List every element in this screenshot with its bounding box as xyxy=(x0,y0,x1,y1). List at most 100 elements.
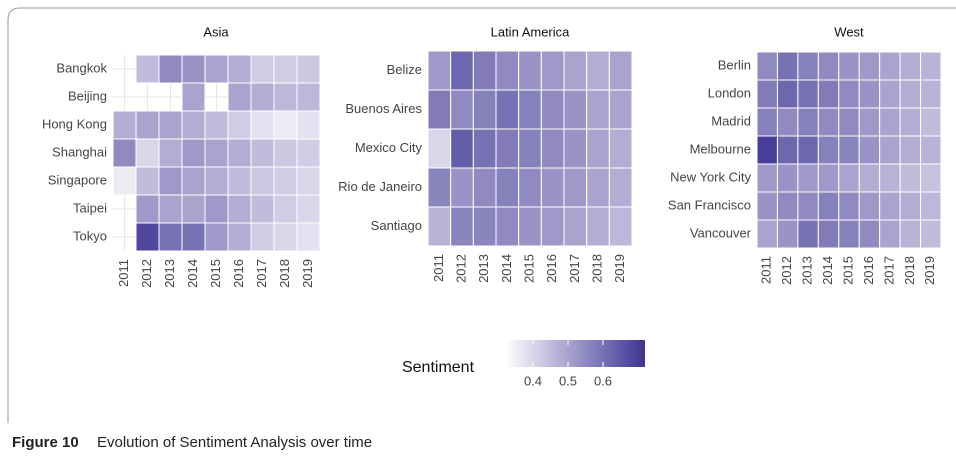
heat-cell xyxy=(204,138,229,168)
heat-cell xyxy=(273,194,298,224)
heat-cell xyxy=(563,167,588,208)
heat-cell xyxy=(776,219,799,249)
heat-cell xyxy=(776,79,799,109)
heat-cell xyxy=(586,206,610,247)
heat-cell xyxy=(879,135,901,165)
heat-cell xyxy=(472,89,497,130)
heat-cell xyxy=(817,51,840,81)
heat-cell xyxy=(563,89,588,130)
heat-cell xyxy=(817,135,840,165)
heat-cell xyxy=(540,167,565,208)
heat-cell xyxy=(472,128,497,169)
x-tick-label: 2015 xyxy=(521,254,536,283)
heat-cell xyxy=(586,89,610,130)
heat-cell xyxy=(899,51,922,81)
heat-cell xyxy=(899,163,922,193)
heat-cell xyxy=(227,194,252,224)
heat-cell xyxy=(273,82,298,112)
heat-cell xyxy=(879,163,901,193)
x-tick-label: 2017 xyxy=(881,256,896,285)
heat-cell xyxy=(608,50,633,91)
y-tick-label: Vancouver xyxy=(690,225,752,240)
heat-cell xyxy=(181,222,206,252)
caption-label: Figure 10 xyxy=(12,434,79,451)
heat-cell xyxy=(181,194,206,224)
heat-cell xyxy=(879,191,901,221)
heat-cell xyxy=(135,166,160,196)
x-tick-label: 2012 xyxy=(139,259,154,288)
heat-cell xyxy=(181,110,206,140)
x-tick-label: 2016 xyxy=(544,254,559,283)
heat-cell xyxy=(899,219,922,249)
heat-cell xyxy=(838,135,860,165)
heat-cell xyxy=(250,194,275,224)
x-tick-label: 2012 xyxy=(779,256,794,285)
heat-cell xyxy=(112,110,137,140)
heat-cell xyxy=(838,219,860,249)
heat-cell xyxy=(518,50,542,91)
heat-cell xyxy=(518,206,542,247)
y-tick-label: Bangkok xyxy=(56,60,107,75)
x-tick-label: 2018 xyxy=(902,256,917,285)
heat-cell xyxy=(797,219,819,249)
heat-cell xyxy=(450,128,474,169)
x-tick-label: 2018 xyxy=(277,259,292,288)
heat-cell xyxy=(427,206,452,247)
x-tick-label: 2011 xyxy=(116,259,131,287)
heat-cell xyxy=(586,167,610,208)
heat-cell xyxy=(135,54,160,84)
heat-cell xyxy=(776,107,799,137)
heat-cell xyxy=(608,206,633,247)
y-tick-label: Rio de Janeiro xyxy=(338,179,422,194)
colorbar-title: Sentiment xyxy=(402,359,475,376)
heat-cell xyxy=(838,107,860,137)
heat-cell xyxy=(776,51,799,81)
heat-cell xyxy=(227,138,252,168)
heat-cell xyxy=(817,163,840,193)
heat-cell xyxy=(273,110,298,140)
heat-cell xyxy=(158,54,183,84)
heat-cell xyxy=(427,128,452,169)
x-tick-label: 2014 xyxy=(499,254,514,283)
heat-cell xyxy=(227,110,252,140)
heat-cell xyxy=(608,128,633,169)
heat-cell xyxy=(899,135,922,165)
heat-cell xyxy=(608,89,633,130)
heat-cell xyxy=(797,135,819,165)
heat-cell xyxy=(776,135,799,165)
heat-cell xyxy=(756,51,778,81)
x-tick-label: 2019 xyxy=(612,254,627,283)
heat-cell xyxy=(250,222,275,252)
heat-cell xyxy=(181,54,206,84)
heat-cell xyxy=(296,138,321,168)
heat-cell xyxy=(776,163,799,193)
frame xyxy=(7,7,956,423)
heat-cell xyxy=(227,54,252,84)
x-tick-label: 2013 xyxy=(476,254,491,283)
heat-cell xyxy=(495,89,520,130)
heat-cell xyxy=(273,138,298,168)
heat-cell xyxy=(250,82,275,112)
x-tick-label: 2011 xyxy=(759,256,774,284)
x-tick-label: 2015 xyxy=(840,256,855,285)
x-tick-label: 2018 xyxy=(589,254,604,283)
heat-cell xyxy=(838,79,860,109)
y-tick-label: Belize xyxy=(387,62,422,77)
x-tick-label: 2017 xyxy=(254,259,269,288)
heat-cell xyxy=(817,79,840,109)
y-tick-label: Tokyo xyxy=(73,228,107,243)
heat-cell xyxy=(797,79,819,109)
heat-cell xyxy=(899,79,922,109)
heat-cell xyxy=(858,191,881,221)
x-tick-label: 2012 xyxy=(453,254,468,283)
heat-cell xyxy=(227,82,252,112)
heat-cell xyxy=(586,50,610,91)
heat-cell xyxy=(495,206,520,247)
heat-cell xyxy=(112,138,137,168)
heat-cell xyxy=(756,107,778,137)
heat-cell xyxy=(158,194,183,224)
heat-cell xyxy=(518,167,542,208)
heat-cell xyxy=(135,222,160,252)
heat-cell xyxy=(158,138,183,168)
